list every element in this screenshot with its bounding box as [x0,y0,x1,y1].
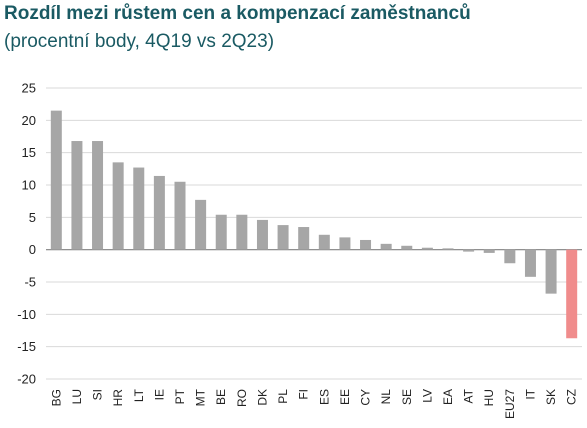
x-tick-label-pt: PT [173,388,187,404]
x-tick-label-nl: NL [379,389,393,405]
x-axis-labels: BG LU SI HR LT IE PT MT BE RO DK PL FI ES EE CY NL SE LV EA… [49,388,578,419]
x-tick-label-ie: IE [152,389,166,400]
x-tick-label-bg: BG [49,389,63,406]
chart-subtitle: (procentní body, 4Q19 vs 2Q23) [4,31,275,52]
x-tick-label-mt: MT [194,388,208,406]
x-tick-label-hr: HR [111,389,125,407]
y-tick-label: -10 [17,307,36,322]
x-tick-label-se: SE [400,389,414,405]
y-tick-label: 10 [22,178,36,193]
x-tick-label-lv: LV [420,389,434,403]
x-tick-label-sk: SK [544,389,558,405]
bar-it [524,249,536,277]
y-tick-label: 15 [22,145,36,160]
bar-bg [50,110,62,250]
bar-be [215,214,227,250]
x-tick-label-es: ES [317,389,331,405]
bar-lv [421,247,433,250]
x-tick-label-si: SI [91,389,105,400]
y-tick-label: -20 [17,372,36,387]
bar-pt [174,181,186,250]
bar-at [463,249,475,252]
bar-es [318,234,330,250]
bar-ie [153,175,165,250]
x-tick-label-eu27: EU27 [503,389,517,419]
bar-ea [442,248,454,250]
bar-cz [566,249,578,339]
y-axis-ticks: 25 20 15 10 5 0 -5 -10 -15 -20 [17,81,36,387]
bar-mt [195,199,207,250]
bar-hr [112,162,124,250]
x-tick-label-ee: EE [338,389,352,405]
bar-pl [277,225,289,250]
bar-cy [360,239,372,250]
bar-si [92,141,104,250]
y-tick-label: 20 [22,113,36,128]
x-tick-label-lu: LU [70,389,84,404]
x-tick-label-cy: CY [359,389,373,406]
bar-hu [483,249,495,253]
y-tick-label: 25 [22,81,36,96]
x-tick-label-ro: RO [235,389,249,407]
x-tick-label-cz: CZ [565,389,579,405]
y-tick-label: -5 [24,275,36,290]
y-tick-label: 5 [29,210,36,225]
y-tick-label: 0 [29,242,36,257]
bar-dk [256,219,268,250]
x-tick-label-at: AT [462,388,476,403]
x-tick-label-it: IT [523,388,537,399]
bar-ee [339,237,351,250]
y-tick-label: -15 [17,339,36,354]
bar-lt [133,167,145,250]
bar-ro [236,214,248,250]
chart-title: Rozdíl mezi růstem cen a kompenzací zamě… [4,3,471,24]
bars [50,110,578,339]
x-tick-label-lt: LT [132,388,146,402]
bar-lu [71,141,83,250]
x-tick-label-ea: EA [441,389,455,405]
x-tick-label-fi: FI [297,389,311,400]
x-tick-label-dk: DK [255,389,269,406]
bar-nl [380,243,392,250]
bar-se [401,245,413,250]
x-tick-label-pl: PL [276,389,290,404]
x-tick-label-be: BE [214,389,228,405]
bar-eu27 [504,249,516,264]
x-tick-label-hu: HU [482,389,496,406]
bar-fi [298,227,310,250]
gridlines [46,87,582,380]
bar-sk [545,249,557,294]
